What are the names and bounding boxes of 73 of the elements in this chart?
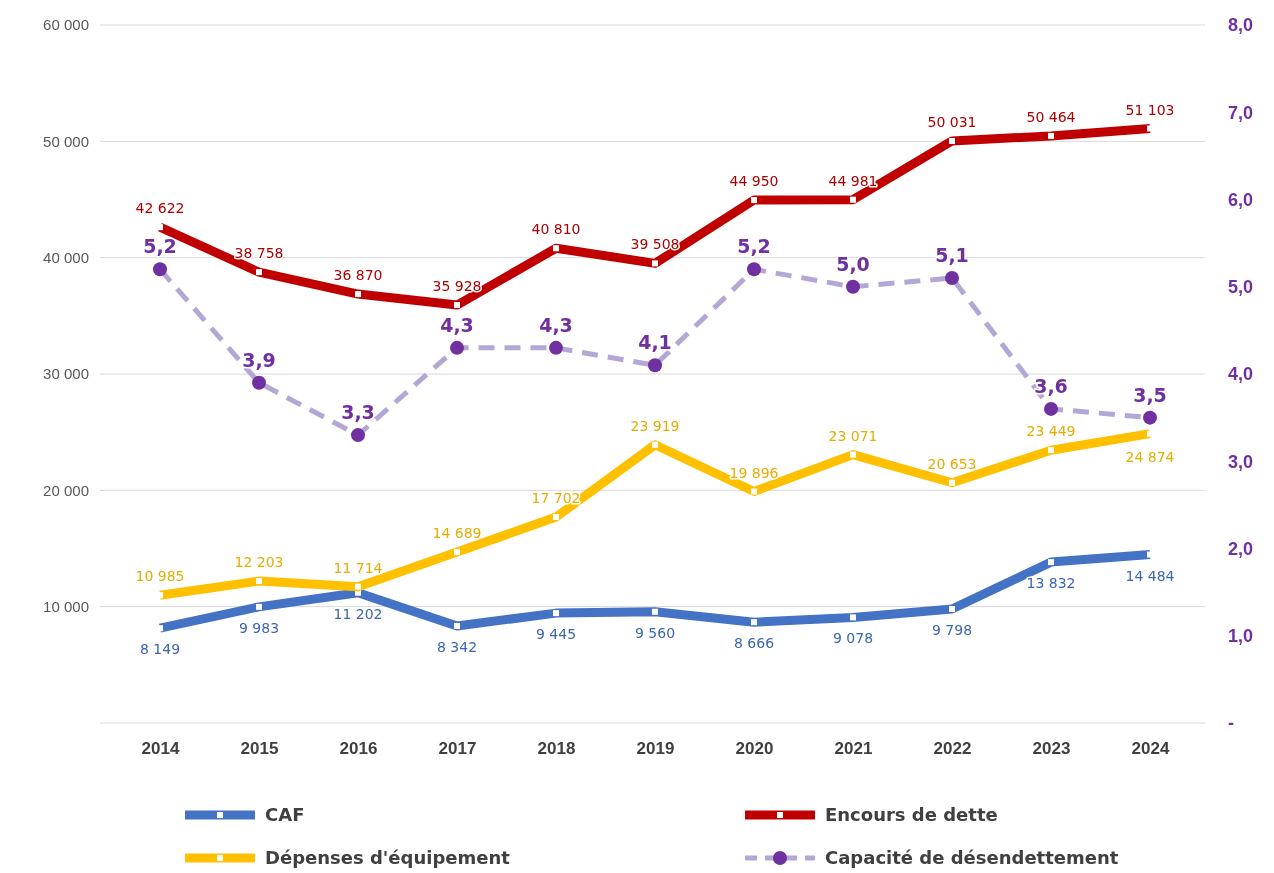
x-tick-label: 2016 bbox=[339, 739, 378, 759]
data-label: 3,3 bbox=[341, 401, 375, 424]
data-label: 5,2 bbox=[143, 235, 177, 258]
data-label: 3,5 bbox=[1133, 383, 1167, 406]
x-tick-label: 2022 bbox=[933, 739, 972, 759]
y2-tick-label: - bbox=[1228, 713, 1234, 734]
x-tick-label: 2017 bbox=[438, 739, 477, 759]
x-tick-label: 2015 bbox=[240, 739, 279, 759]
data-label: 10 985 bbox=[135, 568, 185, 585]
data-label: 23 919 bbox=[630, 417, 680, 434]
data-label: 9 983 bbox=[238, 619, 280, 636]
legend-label: CAF bbox=[265, 804, 305, 825]
data-label: 51 103 bbox=[1125, 101, 1175, 118]
data-label: 20 653 bbox=[927, 455, 977, 472]
data-label: 36 870 bbox=[333, 267, 383, 284]
y-tick-label: 40 000 bbox=[43, 248, 89, 266]
data-label: 4,3 bbox=[539, 313, 573, 336]
data-label: 44 950 bbox=[729, 173, 779, 190]
data-label: 39 508 bbox=[630, 236, 680, 253]
y2-tick-label: 4,0 bbox=[1228, 364, 1254, 385]
data-label: 3,9 bbox=[242, 348, 276, 371]
data-label: 4,1 bbox=[638, 331, 672, 354]
y-tick-label: 60 000 bbox=[43, 16, 89, 34]
y2-tick-label: 7,0 bbox=[1228, 102, 1254, 123]
data-label: 11 714 bbox=[333, 559, 383, 576]
y-tick-label: 50 000 bbox=[43, 132, 89, 150]
data-label: 44 981 bbox=[828, 172, 878, 189]
data-label: 8 149 bbox=[139, 641, 181, 658]
data-label: 8 342 bbox=[436, 638, 478, 655]
x-tick-label: 2023 bbox=[1032, 739, 1071, 759]
y2-tick-label: 1,0 bbox=[1228, 626, 1254, 647]
y2-tick-label: 6,0 bbox=[1228, 189, 1254, 210]
data-label: 40 810 bbox=[531, 221, 581, 238]
data-label: 35 928 bbox=[432, 278, 482, 295]
data-label: 19 896 bbox=[729, 464, 779, 481]
x-tick-label: 2014 bbox=[141, 739, 180, 759]
data-label: 50 464 bbox=[1026, 108, 1076, 125]
y-tick-label: 10 000 bbox=[43, 597, 89, 615]
x-tick-label: 2021 bbox=[834, 739, 873, 759]
data-label: 38 758 bbox=[234, 245, 284, 262]
data-label: 9 798 bbox=[931, 622, 973, 639]
x-tick-label: 2019 bbox=[636, 739, 675, 759]
data-label: 50 031 bbox=[927, 113, 977, 130]
y2-tick-label: 3,0 bbox=[1228, 451, 1254, 472]
data-label: 9 078 bbox=[832, 630, 874, 647]
data-label: 23 071 bbox=[828, 427, 878, 444]
data-label: 12 203 bbox=[234, 554, 284, 571]
data-label: 14 689 bbox=[432, 525, 482, 542]
data-label: 4,3 bbox=[440, 313, 474, 336]
data-label: 24 874 bbox=[1125, 448, 1175, 465]
data-label: 5,0 bbox=[836, 252, 870, 275]
y2-tick-label: 5,0 bbox=[1228, 277, 1254, 298]
legend-label: Capacité de désendettement bbox=[825, 847, 1119, 868]
y-tick-label: 30 000 bbox=[43, 365, 89, 383]
data-label: 5,2 bbox=[737, 235, 771, 258]
data-label: 42 622 bbox=[135, 200, 185, 217]
data-label: 11 202 bbox=[333, 605, 383, 622]
legend-label: Encours de dette bbox=[825, 804, 998, 825]
data-label: 9 445 bbox=[535, 626, 577, 643]
y-tick-label: 20 000 bbox=[43, 481, 89, 499]
data-label: 9 560 bbox=[634, 624, 676, 641]
y2-tick-label: 2,0 bbox=[1228, 538, 1254, 559]
y2-tick-label: 8,0 bbox=[1228, 15, 1254, 36]
data-label: 14 484 bbox=[1125, 567, 1175, 584]
x-tick-label: 2018 bbox=[537, 739, 576, 759]
data-label: 23 449 bbox=[1026, 423, 1076, 440]
x-tick-label: 2024 bbox=[1131, 739, 1170, 759]
legend-label: Dépenses d'équipement bbox=[265, 847, 511, 868]
data-label: 8 666 bbox=[733, 635, 775, 652]
data-label: 13 832 bbox=[1026, 575, 1076, 592]
data-label: 3,6 bbox=[1034, 374, 1068, 397]
x-tick-label: 2020 bbox=[735, 739, 774, 759]
data-label: 5,1 bbox=[935, 244, 969, 267]
